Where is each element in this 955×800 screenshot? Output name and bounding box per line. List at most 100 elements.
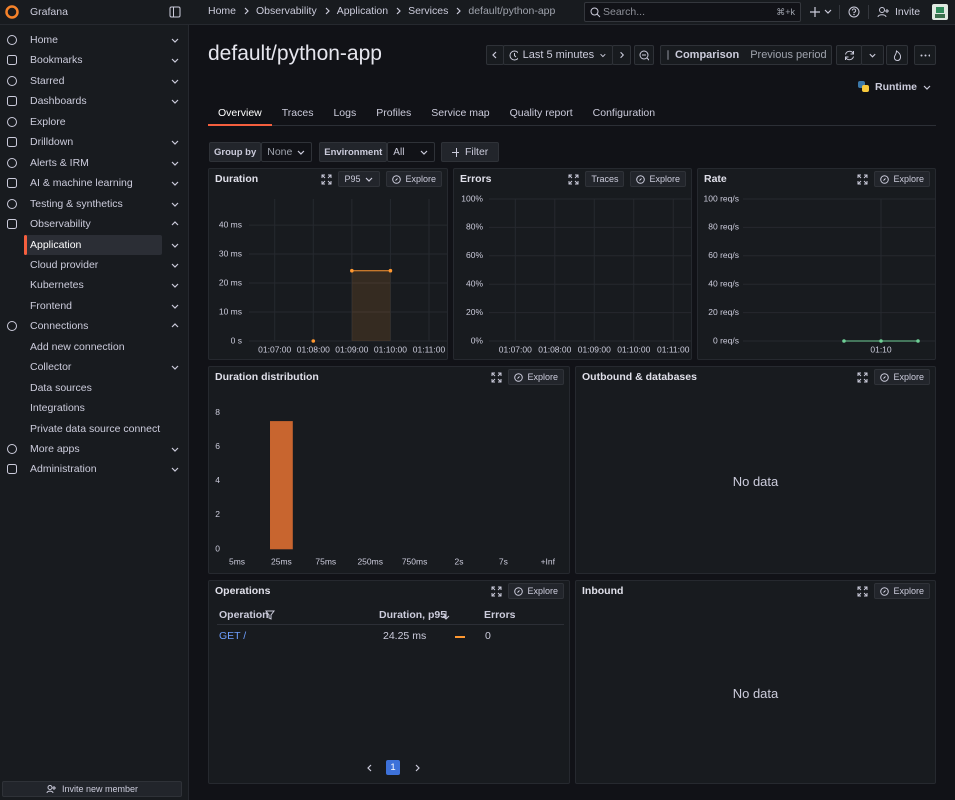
- icon-shape: [420, 150, 428, 155]
- time-range-picker[interactable]: Last 5 minutes: [503, 45, 613, 65]
- add-filter[interactable]: Filter: [441, 142, 500, 162]
- icon-shape: [600, 53, 606, 58]
- checkbox[interactable]: [667, 50, 669, 60]
- no-data: No data: [732, 686, 779, 701]
- nav-item[interactable]: Drilldown: [0, 132, 188, 152]
- panel-button[interactable]: Explore: [874, 583, 930, 599]
- panel-button[interactable]: Explore: [874, 369, 930, 385]
- icon-shape: [456, 7, 462, 15]
- refresh-interval[interactable]: [861, 45, 884, 65]
- expand-icon[interactable]: [857, 586, 868, 597]
- expand-icon[interactable]: [857, 174, 868, 185]
- nav-item[interactable]: Cloud provider: [24, 255, 162, 275]
- nav-label: Frontend: [30, 299, 73, 312]
- x-tick-label: 750ms: [402, 556, 428, 566]
- more-button[interactable]: [914, 45, 936, 65]
- chevron-icon: [171, 140, 179, 146]
- y-tick-label: 2: [215, 509, 220, 519]
- tab[interactable]: Profiles: [376, 107, 412, 119]
- nav-item[interactable]: Testing & synthetics: [0, 194, 188, 214]
- chevron-icon: [244, 7, 249, 15]
- environment-value: All: [393, 146, 405, 158]
- panel-button[interactable]: Traces: [585, 171, 625, 187]
- tab[interactable]: Traces: [281, 107, 314, 119]
- operation-link[interactable]: GET /: [219, 630, 247, 642]
- panel-button[interactable]: P95: [338, 171, 381, 187]
- tab[interactable]: Configuration: [592, 107, 656, 119]
- nav-item[interactable]: Bookmarks: [0, 50, 188, 70]
- column-header[interactable]: Operation: [219, 609, 269, 621]
- icon-shape: [642, 54, 649, 61]
- tab[interactable]: Quality report: [509, 107, 573, 119]
- nav-label: Application: [30, 238, 82, 251]
- nav-item[interactable]: Connections: [0, 316, 188, 336]
- breadcrumb[interactable]: Services: [408, 5, 449, 17]
- search-box[interactable]: Search... ⌘+k: [584, 2, 801, 22]
- flame-button[interactable]: [886, 45, 908, 65]
- nav-item[interactable]: Frontend: [24, 296, 162, 316]
- y-tick-label: 20%: [466, 307, 483, 317]
- nav-item[interactable]: Private data source connect: [24, 419, 162, 439]
- panel-button[interactable]: Explore: [630, 171, 686, 187]
- icon-shape: [491, 372, 502, 382]
- time-forward[interactable]: [612, 45, 631, 65]
- nav-item[interactable]: Home: [0, 30, 188, 50]
- x-tick-label: 01:09:00: [335, 344, 368, 354]
- nav-item[interactable]: Collector: [24, 357, 162, 377]
- nav-item[interactable]: Application: [24, 234, 162, 255]
- time-back[interactable]: [486, 45, 504, 65]
- panel-button[interactable]: Explore: [386, 171, 442, 187]
- zoom-out[interactable]: [634, 45, 654, 65]
- nav-item[interactable]: Starred: [0, 71, 188, 91]
- nav-item[interactable]: Observability: [0, 214, 188, 234]
- tab[interactable]: Overview: [208, 105, 272, 126]
- icon-shape: [928, 54, 930, 56]
- nav-icon: [7, 75, 17, 86]
- expand-icon[interactable]: [491, 586, 502, 597]
- environment-select[interactable]: All: [387, 142, 436, 162]
- panel-actions: Traces Explore: [568, 171, 686, 187]
- column-header[interactable]: Errors: [484, 609, 516, 621]
- nav-item[interactable]: Kubernetes: [24, 275, 162, 295]
- help-icon[interactable]: [848, 6, 860, 18]
- nav-item[interactable]: Alerts & IRM: [0, 153, 188, 173]
- column-header[interactable]: Duration, p95: [379, 609, 447, 621]
- nav-item[interactable]: Administration: [0, 459, 188, 479]
- panel-button[interactable]: Explore: [508, 369, 564, 385]
- panel-button[interactable]: Explore: [874, 171, 930, 187]
- nav-item[interactable]: Integrations: [24, 398, 162, 418]
- page-button[interactable]: 1: [386, 760, 400, 775]
- nav-item[interactable]: Add new connection: [24, 337, 162, 357]
- nav-item[interactable]: Data sources: [24, 378, 162, 398]
- new-button[interactable]: [810, 6, 834, 18]
- breadcrumb[interactable]: Home: [208, 5, 237, 17]
- icon-shape: [620, 51, 625, 59]
- breadcrumb[interactable]: Observability: [256, 5, 317, 17]
- invite-member-button[interactable]: Invite new member: [2, 781, 182, 797]
- dock-icon[interactable]: [169, 6, 181, 18]
- refresh[interactable]: [836, 45, 862, 65]
- invite-button[interactable]: Invite: [877, 6, 920, 18]
- expand-icon[interactable]: [568, 174, 579, 185]
- panel-button[interactable]: Explore: [508, 583, 564, 599]
- x-tick-label: 01:10:00: [374, 344, 407, 354]
- expand-icon[interactable]: [321, 174, 332, 185]
- search-shortcut: ⌘+k: [776, 7, 795, 17]
- sparkline: [455, 636, 465, 638]
- comparison-control[interactable]: Comparison Previous period: [660, 45, 832, 65]
- nav-item[interactable]: Dashboards: [0, 91, 188, 111]
- expand-icon[interactable]: [857, 372, 868, 383]
- breadcrumb[interactable]: Application: [336, 5, 389, 17]
- nav-item[interactable]: AI & machine learning: [0, 173, 188, 193]
- group-by-select[interactable]: None: [261, 142, 313, 162]
- nav-item[interactable]: More apps: [0, 439, 188, 459]
- runtime-selector[interactable]: Runtime: [857, 80, 932, 93]
- explore-icon: [880, 586, 890, 596]
- tab[interactable]: Logs: [333, 107, 357, 119]
- expand-icon[interactable]: [491, 372, 502, 383]
- grafana-logo[interactable]: [5, 5, 19, 19]
- avatar[interactable]: [932, 4, 948, 20]
- nav-item[interactable]: Explore: [0, 112, 188, 132]
- x-tick-label: 01:07:00: [258, 344, 291, 354]
- tab[interactable]: Service map: [431, 107, 490, 119]
